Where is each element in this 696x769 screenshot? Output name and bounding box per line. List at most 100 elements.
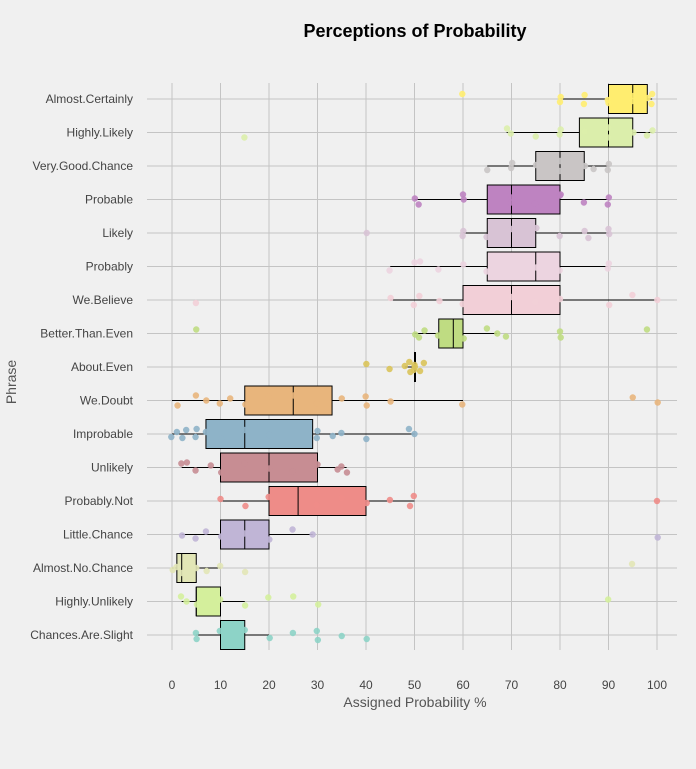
- box: [486, 251, 561, 282]
- data-point: [502, 333, 510, 340]
- x-tick-label: 70: [505, 678, 519, 692]
- y-tick-label: Very.Good.Chance: [32, 159, 133, 173]
- data-point: [183, 598, 190, 605]
- x-tick-label: 60: [456, 678, 470, 692]
- box: [608, 84, 648, 114]
- data-point: [483, 268, 490, 275]
- y-tick-label: We.Believe: [73, 293, 134, 307]
- data-point: [178, 569, 186, 577]
- data-point: [509, 159, 516, 167]
- data-point: [557, 191, 564, 198]
- data-point: [605, 194, 613, 201]
- data-point: [314, 461, 321, 468]
- data-point: [315, 601, 322, 608]
- data-point: [313, 627, 320, 635]
- data-point: [459, 232, 466, 240]
- data-point: [183, 459, 191, 466]
- data-point: [459, 401, 466, 408]
- data-point: [266, 465, 273, 472]
- data-point: [556, 328, 564, 335]
- data-point: [416, 367, 424, 375]
- data-point: [605, 225, 612, 233]
- y-tick-label: Little.Chance: [63, 528, 133, 542]
- data-point: [343, 469, 351, 476]
- data-point: [581, 162, 589, 170]
- data-point: [216, 627, 223, 635]
- data-point: [182, 559, 190, 567]
- data-point: [556, 295, 564, 303]
- data-point: [207, 462, 214, 469]
- data-point: [363, 435, 370, 443]
- y-tick-label: Highly.Unlikely: [55, 595, 133, 609]
- data-point: [309, 531, 316, 538]
- y-tick-label: Likely: [102, 226, 133, 240]
- data-point: [338, 494, 345, 502]
- data-point: [604, 166, 611, 174]
- data-point: [193, 635, 200, 643]
- data-point: [411, 259, 418, 266]
- y-tick-label: We.Doubt: [80, 394, 134, 408]
- data-point: [216, 400, 223, 407]
- data-point: [410, 301, 417, 309]
- data-point: [648, 100, 655, 108]
- data-point: [421, 327, 428, 334]
- data-point: [508, 259, 515, 266]
- data-point: [410, 492, 417, 500]
- data-point: [362, 393, 369, 400]
- data-point: [387, 398, 394, 405]
- y-tick-label: Probably: [86, 260, 133, 274]
- data-point: [177, 593, 185, 600]
- data-point: [629, 291, 636, 299]
- data-point: [241, 626, 248, 634]
- data-point: [653, 497, 661, 505]
- y-tick-label: Better.Than.Even: [40, 327, 133, 341]
- data-point: [329, 432, 336, 440]
- data-point: [218, 533, 225, 540]
- data-point: [532, 133, 539, 140]
- data-point: [484, 166, 491, 174]
- data-point: [557, 334, 564, 341]
- data-point: [508, 293, 516, 301]
- data-point: [178, 532, 186, 539]
- data-point: [386, 496, 394, 504]
- data-point: [410, 366, 417, 374]
- data-point: [218, 469, 225, 476]
- data-point: [265, 594, 272, 601]
- data-point: [217, 495, 224, 503]
- data-point: [434, 332, 442, 339]
- data-point: [202, 528, 210, 535]
- y-tick-label: Unlikely: [91, 461, 133, 475]
- x-tick-label: 50: [408, 678, 422, 692]
- data-point: [363, 360, 370, 368]
- data-point: [203, 397, 210, 404]
- data-point: [173, 563, 180, 571]
- data-point: [507, 130, 514, 137]
- data-point: [532, 161, 540, 169]
- data-point: [386, 267, 393, 274]
- x-tick-label: 80: [553, 678, 567, 692]
- data-point: [216, 562, 224, 570]
- data-point: [503, 125, 511, 132]
- data-point: [338, 395, 345, 402]
- data-point: [556, 131, 563, 138]
- data-point: [606, 230, 613, 238]
- data-point: [483, 233, 490, 241]
- data-point: [266, 634, 273, 642]
- data-point: [338, 429, 345, 437]
- data-point: [460, 261, 467, 268]
- data-point: [556, 232, 563, 240]
- box: [486, 184, 561, 215]
- data-point: [192, 629, 200, 637]
- data-point: [241, 568, 249, 576]
- data-point: [654, 399, 661, 406]
- x-tick-label: 20: [262, 678, 276, 692]
- data-point: [605, 260, 613, 267]
- y-axis-title: Phrase: [3, 360, 19, 405]
- data-point: [241, 530, 248, 537]
- data-point: [415, 334, 423, 341]
- data-point: [192, 535, 199, 542]
- data-point: [494, 330, 501, 337]
- data-point: [174, 402, 181, 409]
- y-tick-label: Probable: [85, 193, 133, 207]
- data-point: [581, 227, 588, 235]
